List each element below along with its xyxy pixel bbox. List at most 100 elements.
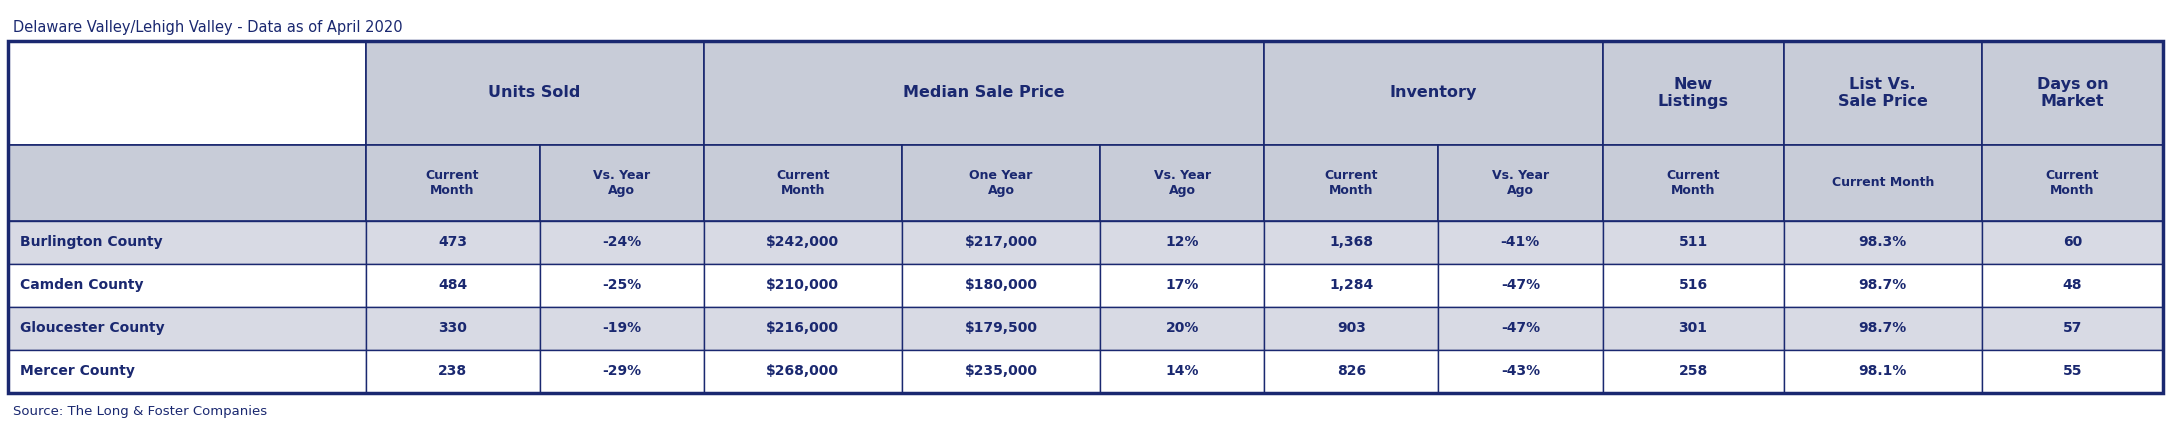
Text: 301: 301: [1678, 321, 1709, 335]
Text: 484: 484: [439, 278, 467, 292]
Bar: [1437, 264, 1602, 307]
Text: 826: 826: [1337, 365, 1366, 379]
Text: 20%: 20%: [1166, 321, 1198, 335]
Text: Current Month: Current Month: [1832, 176, 1934, 189]
Bar: [901, 264, 1101, 307]
Bar: [1982, 41, 2162, 145]
Bar: [1264, 220, 1437, 264]
Bar: [1785, 220, 1982, 264]
Bar: [703, 220, 901, 264]
Bar: [1101, 350, 1264, 393]
Text: $180,000: $180,000: [964, 278, 1038, 292]
Text: -41%: -41%: [1500, 235, 1539, 249]
Bar: [1602, 145, 1785, 220]
Text: 516: 516: [1678, 278, 1709, 292]
Bar: [1602, 41, 1785, 145]
Text: 511: 511: [1678, 235, 1709, 249]
Text: Vs. Year
Ago: Vs. Year Ago: [593, 169, 649, 197]
Text: Current
Month: Current Month: [1667, 169, 1719, 197]
Bar: [541, 350, 703, 393]
Text: Inventory: Inventory: [1389, 85, 1476, 100]
Bar: [703, 350, 901, 393]
Text: $179,500: $179,500: [964, 321, 1038, 335]
Bar: [365, 41, 703, 145]
Bar: [9, 307, 365, 350]
Text: 1,284: 1,284: [1329, 278, 1374, 292]
Text: Current
Month: Current Month: [426, 169, 480, 197]
Text: $217,000: $217,000: [964, 235, 1038, 249]
Text: 258: 258: [1678, 365, 1709, 379]
Bar: [703, 307, 901, 350]
Bar: [9, 145, 365, 220]
Text: Vs. Year
Ago: Vs. Year Ago: [1153, 169, 1211, 197]
Text: -25%: -25%: [601, 278, 640, 292]
Bar: [1982, 145, 2162, 220]
Text: -29%: -29%: [601, 365, 640, 379]
Bar: [1264, 145, 1437, 220]
Text: New
Listings: New Listings: [1659, 77, 1728, 109]
Text: $210,000: $210,000: [766, 278, 840, 292]
Bar: [1602, 220, 1785, 264]
Bar: [703, 264, 901, 307]
Bar: [703, 145, 901, 220]
Bar: [901, 145, 1101, 220]
Text: 98.7%: 98.7%: [1858, 278, 1906, 292]
Bar: [1101, 145, 1264, 220]
Bar: [9, 264, 365, 307]
Bar: [9, 41, 2162, 393]
Text: 1,368: 1,368: [1329, 235, 1374, 249]
Text: Burlington County: Burlington County: [20, 235, 163, 249]
Bar: [703, 41, 1264, 145]
Bar: [1101, 264, 1264, 307]
Text: Days on
Market: Days on Market: [2036, 77, 2108, 109]
Text: $242,000: $242,000: [766, 235, 840, 249]
Bar: [1785, 350, 1982, 393]
Text: 48: 48: [2062, 278, 2082, 292]
Bar: [9, 220, 365, 264]
Bar: [1982, 220, 2162, 264]
Text: 60: 60: [2062, 235, 2082, 249]
Bar: [1437, 350, 1602, 393]
Bar: [1101, 307, 1264, 350]
Text: Current
Month: Current Month: [775, 169, 829, 197]
Text: 98.1%: 98.1%: [1858, 365, 1906, 379]
Bar: [1437, 307, 1602, 350]
Bar: [1602, 264, 1785, 307]
Text: -47%: -47%: [1500, 278, 1539, 292]
Bar: [1437, 220, 1602, 264]
Text: 330: 330: [439, 321, 467, 335]
Bar: [365, 350, 541, 393]
Text: Units Sold: Units Sold: [488, 85, 582, 100]
Text: -43%: -43%: [1500, 365, 1539, 379]
Text: 14%: 14%: [1166, 365, 1198, 379]
Text: -24%: -24%: [601, 235, 640, 249]
Bar: [365, 220, 541, 264]
Bar: [1602, 350, 1785, 393]
Bar: [541, 307, 703, 350]
Bar: [365, 307, 541, 350]
Bar: [1785, 145, 1982, 220]
Text: 473: 473: [439, 235, 467, 249]
Bar: [365, 145, 541, 220]
Bar: [1264, 264, 1437, 307]
Text: Gloucester County: Gloucester County: [20, 321, 165, 335]
Text: $235,000: $235,000: [964, 365, 1038, 379]
Bar: [9, 41, 365, 145]
Bar: [1982, 307, 2162, 350]
Bar: [365, 264, 541, 307]
Text: List Vs.
Sale Price: List Vs. Sale Price: [1839, 77, 1928, 109]
Text: 57: 57: [2062, 321, 2082, 335]
Bar: [1785, 41, 1982, 145]
Text: Camden County: Camden County: [20, 278, 143, 292]
Text: 12%: 12%: [1166, 235, 1198, 249]
Bar: [901, 307, 1101, 350]
Text: One Year
Ago: One Year Ago: [968, 169, 1033, 197]
Text: Source: The Long & Foster Companies: Source: The Long & Foster Companies: [13, 405, 267, 418]
Bar: [541, 220, 703, 264]
Bar: [1101, 220, 1264, 264]
Bar: [1785, 307, 1982, 350]
Bar: [541, 264, 703, 307]
Bar: [901, 350, 1101, 393]
Text: $268,000: $268,000: [766, 365, 840, 379]
Bar: [1982, 264, 2162, 307]
